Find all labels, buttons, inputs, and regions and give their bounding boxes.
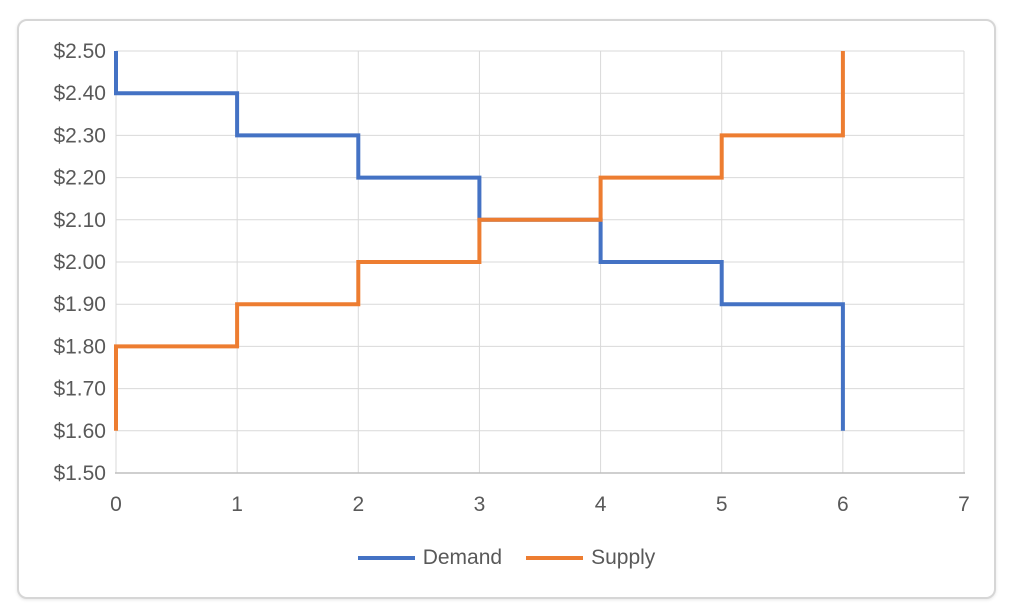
y-tick-label: $2.00 — [53, 251, 106, 274]
y-tick-label: $1.80 — [53, 335, 106, 358]
x-tick-label: 1 — [231, 493, 243, 516]
y-tick-label: $1.70 — [53, 378, 106, 401]
plot-area: $1.50 $1.60 $1.70 $1.80 $1.90 $2.00 $2.10 $2.20… — [53, 40, 970, 516]
demand-line-sample — [357, 556, 415, 560]
y-tick-label: $2.10 — [53, 209, 106, 232]
y-tick-label: $1.50 — [53, 462, 106, 485]
series-line-demand — [114, 51, 845, 431]
y-tick-label: $1.90 — [53, 293, 106, 316]
supply-line-sample — [526, 556, 584, 560]
x-tick-label: 0 — [110, 493, 122, 516]
chart-frame: $1.50 $1.60 $1.70 $1.80 $1.90 $2.00 $2.10 $2.20… — [17, 19, 996, 599]
x-tick-label: 2 — [352, 493, 364, 516]
x-tick-label: 4 — [595, 493, 607, 516]
y-tick-label: $2.40 — [53, 82, 106, 105]
y-tick-label: $2.50 — [53, 40, 106, 63]
legend-item-demand: Demand — [357, 545, 503, 571]
y-tick-label: $2.30 — [53, 124, 106, 147]
x-tick-label: 5 — [716, 493, 728, 516]
y-tick-label: $2.20 — [53, 167, 106, 190]
x-tick-label: 7 — [958, 493, 970, 516]
y-tick-label: $1.60 — [53, 420, 106, 443]
x-tick-label: 3 — [474, 493, 486, 516]
legend-label-supply: Supply — [591, 546, 656, 569]
legend-label-demand: Demand — [422, 546, 503, 569]
x-tick-label: 6 — [837, 493, 849, 516]
legend-item-supply: Supply — [526, 545, 655, 571]
legend: Demand Supply — [19, 545, 994, 571]
series-line-supply — [114, 51, 845, 431]
